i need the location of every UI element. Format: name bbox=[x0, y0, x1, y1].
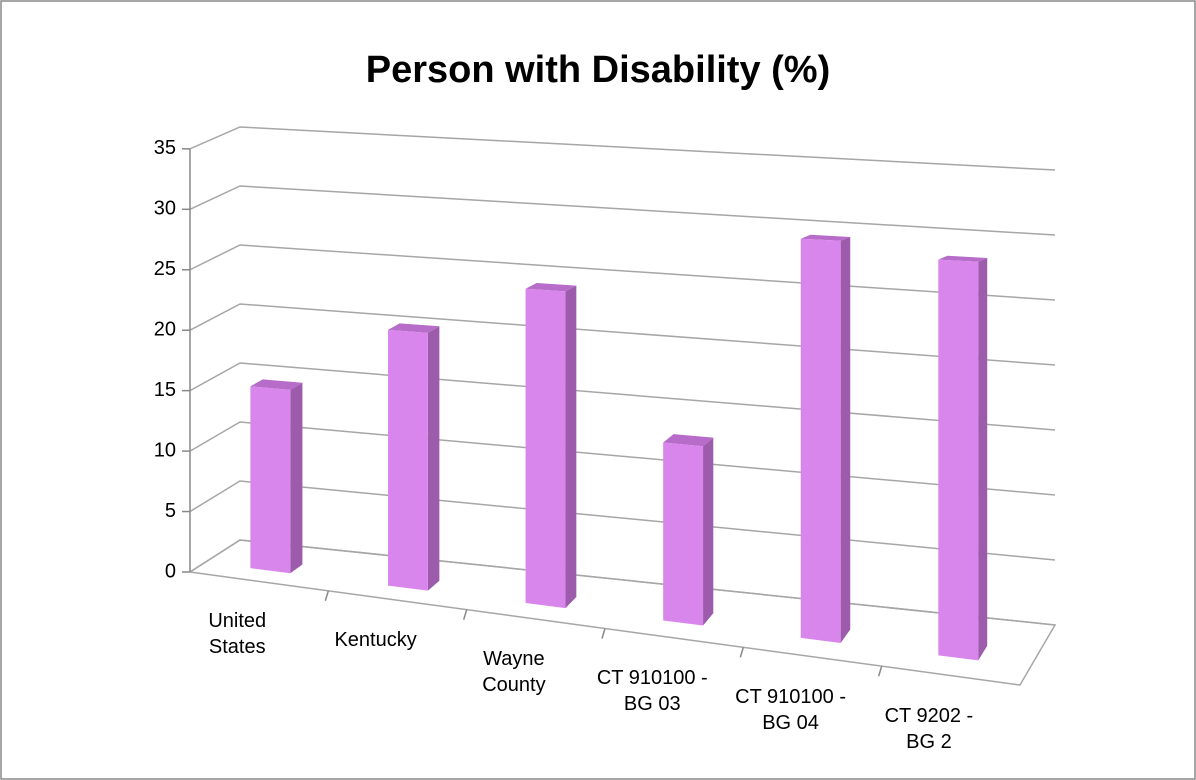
x-tick-label: CT 910100 - BG 03 bbox=[596, 666, 708, 715]
grid-line bbox=[189, 126, 1056, 171]
x-tick-label: CT 9202 - BG 2 bbox=[884, 704, 974, 753]
bar-top bbox=[250, 379, 303, 390]
bar-side bbox=[703, 437, 714, 626]
bar-front bbox=[387, 329, 428, 591]
x-tick-label: CT 910100 - BG 04 bbox=[735, 685, 846, 734]
bar-front bbox=[525, 288, 566, 609]
bar-top bbox=[938, 255, 988, 262]
bar-side bbox=[565, 285, 577, 609]
grid-line bbox=[189, 185, 1056, 236]
x-tick-mark bbox=[601, 628, 606, 639]
bar-front bbox=[663, 442, 704, 626]
bar-front bbox=[938, 259, 979, 661]
y-tick-label: 25 bbox=[154, 258, 176, 280]
bar bbox=[250, 379, 303, 574]
bar-top bbox=[525, 282, 577, 292]
grid-line bbox=[189, 480, 1056, 561]
x-tick-mark bbox=[877, 665, 883, 677]
x-tick-label: United States bbox=[208, 610, 267, 659]
bar bbox=[387, 323, 440, 591]
bar bbox=[525, 282, 577, 609]
y-tick-label: 30 bbox=[154, 198, 176, 220]
y-tick-label: 20 bbox=[154, 318, 176, 340]
bar-front bbox=[250, 386, 291, 574]
grid-line bbox=[189, 362, 1056, 431]
bar-side bbox=[427, 326, 440, 591]
y-tick-label: 10 bbox=[154, 439, 176, 461]
y-tick-label: 5 bbox=[165, 500, 176, 522]
bar bbox=[938, 255, 988, 661]
y-tick-label: 0 bbox=[165, 560, 176, 582]
bar bbox=[800, 234, 851, 643]
bar-side bbox=[840, 236, 851, 643]
grid-line bbox=[189, 244, 1056, 301]
x-tick-label: Kentucky bbox=[334, 629, 417, 652]
y-tick-label: 15 bbox=[154, 379, 176, 401]
x-tick-mark bbox=[462, 609, 468, 620]
bar-top bbox=[800, 234, 851, 241]
bar bbox=[663, 434, 714, 626]
grid-line bbox=[189, 303, 1056, 366]
bar-side bbox=[290, 382, 303, 574]
bar-side bbox=[978, 258, 988, 661]
grid-line bbox=[189, 421, 1056, 496]
x-tick-label: Wayne County bbox=[482, 648, 546, 697]
bar-top bbox=[663, 434, 714, 447]
x-tick-mark bbox=[324, 590, 330, 602]
bar-front bbox=[800, 238, 841, 643]
y-tick-label: 35 bbox=[154, 137, 176, 159]
chart-title: Person with Disability (%) bbox=[366, 49, 831, 91]
bar-top bbox=[387, 323, 440, 333]
x-tick-mark bbox=[739, 647, 745, 658]
